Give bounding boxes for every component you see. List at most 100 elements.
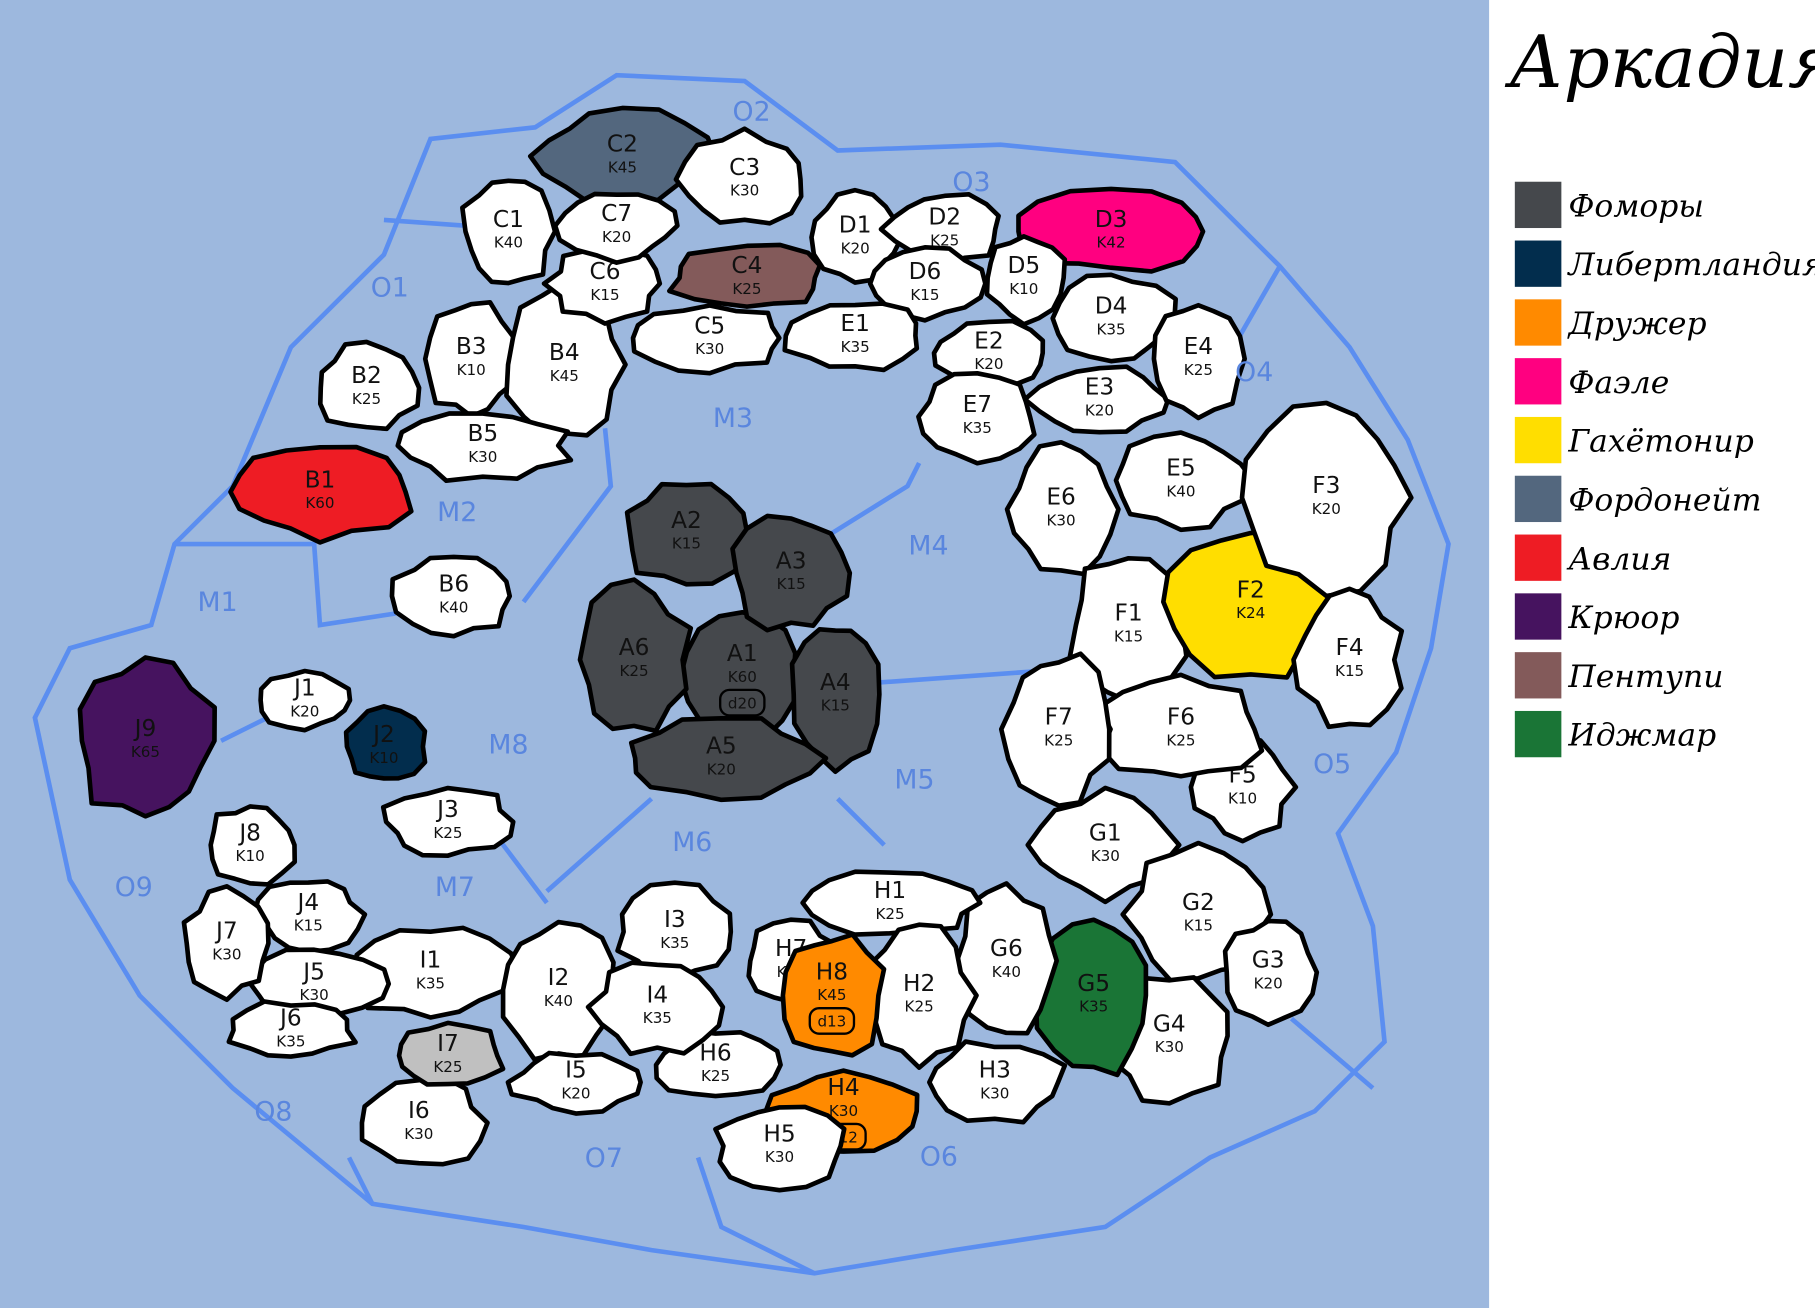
sea-zone-o5[interactable]: O5 bbox=[1313, 749, 1351, 780]
sea-zone-m6[interactable]: M6 bbox=[672, 827, 712, 858]
territory-shape[interactable] bbox=[789, 627, 882, 775]
territory-shape[interactable] bbox=[1025, 785, 1182, 905]
territory-shape[interactable] bbox=[226, 999, 358, 1059]
sea-zone-m3[interactable]: M3 bbox=[713, 403, 753, 434]
territory-shape[interactable] bbox=[998, 651, 1112, 808]
territory-shape[interactable] bbox=[927, 1039, 1068, 1125]
territory-shape[interactable] bbox=[1222, 918, 1320, 1028]
territory-shape[interactable] bbox=[389, 554, 513, 639]
territory-shape[interactable] bbox=[1050, 272, 1179, 364]
territory-shape[interactable] bbox=[527, 105, 718, 209]
sea-zone-m4[interactable]: M4 bbox=[908, 531, 948, 562]
territory-shape[interactable] bbox=[258, 668, 353, 733]
territory-shape[interactable] bbox=[380, 785, 516, 858]
territory-shape[interactable] bbox=[780, 932, 887, 1058]
territory-shape[interactable] bbox=[673, 126, 804, 226]
sea-zone-m2[interactable]: M2 bbox=[437, 497, 477, 528]
sea-zone-m7[interactable]: M7 bbox=[435, 872, 475, 903]
territory-shape[interactable] bbox=[1151, 302, 1247, 421]
territory-shape[interactable] bbox=[228, 444, 414, 545]
territory-shape[interactable] bbox=[460, 178, 558, 286]
sea-zone-o7[interactable]: O7 bbox=[585, 1143, 623, 1174]
territory-shape[interactable] bbox=[1291, 586, 1405, 730]
territory-shape[interactable] bbox=[916, 370, 1037, 466]
territory-shape[interactable] bbox=[77, 655, 217, 819]
territory-shape[interactable] bbox=[208, 804, 298, 887]
territory-shape[interactable] bbox=[667, 242, 823, 309]
sea-zone-o6[interactable]: O6 bbox=[920, 1142, 958, 1173]
sea-zone-o2[interactable]: O2 bbox=[733, 96, 771, 127]
territory-shape[interactable] bbox=[395, 411, 574, 484]
territory-shape[interactable] bbox=[396, 1020, 506, 1087]
sea-zone-o8[interactable]: O8 bbox=[254, 1097, 292, 1128]
territory-shape[interactable] bbox=[585, 960, 726, 1057]
territory-shape[interactable] bbox=[1113, 430, 1256, 533]
sea-zone-o9[interactable]: O9 bbox=[115, 872, 153, 903]
territory-shape[interactable] bbox=[782, 301, 920, 373]
territory-shape[interactable] bbox=[624, 481, 753, 587]
territory-shape[interactable] bbox=[867, 245, 988, 323]
territory-shape[interactable] bbox=[1016, 186, 1206, 274]
territory-shape[interactable] bbox=[181, 883, 271, 1003]
territory-shape[interactable] bbox=[615, 880, 734, 982]
territory-shape[interactable] bbox=[984, 234, 1068, 327]
territory-shape[interactable] bbox=[500, 919, 616, 1062]
sea-zone-m1[interactable]: M1 bbox=[198, 587, 238, 618]
territory-shape[interactable] bbox=[713, 1104, 847, 1193]
territory-shape[interactable] bbox=[577, 577, 694, 734]
territory-shape[interactable] bbox=[505, 1050, 643, 1116]
territory-shape[interactable] bbox=[628, 716, 829, 803]
territory-shape[interactable] bbox=[730, 513, 853, 633]
territory-shape[interactable] bbox=[317, 339, 422, 432]
territory-shape[interactable] bbox=[343, 704, 428, 781]
sea-zone-o1[interactable]: O1 bbox=[371, 272, 409, 303]
sea-zone-m8[interactable]: M8 bbox=[488, 730, 528, 761]
territory-shape[interactable] bbox=[1239, 400, 1414, 599]
